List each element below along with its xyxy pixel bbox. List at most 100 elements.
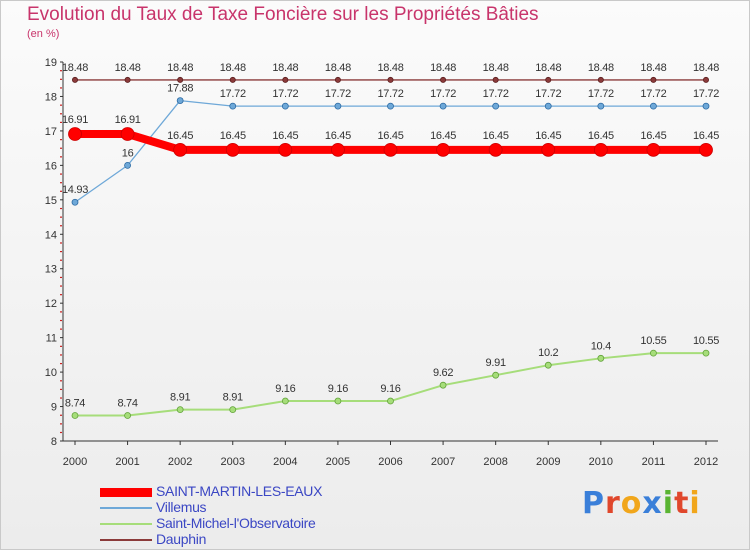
data-label: 14.93 (62, 184, 88, 196)
data-label: 9.16 (380, 383, 400, 395)
logo-letter: x (642, 486, 663, 521)
y-minor-tick (60, 431, 62, 434)
data-label: 16.91 (62, 114, 88, 126)
data-label: 17.72 (272, 88, 298, 100)
data-label: 18.48 (535, 62, 561, 74)
data-point (702, 349, 710, 357)
data-point (176, 406, 184, 414)
data-point (334, 76, 341, 83)
y-minor-tick (60, 251, 62, 253)
legend-swatch (100, 539, 152, 541)
data-point (229, 102, 237, 110)
legend-label: Saint-Michel-l'Observatoire (156, 515, 316, 531)
x-tick-label: 2001 (115, 456, 139, 468)
y-tick-label: 18 (45, 91, 57, 103)
y-minor-tick (60, 225, 62, 227)
series-points (68, 76, 713, 419)
data-point (176, 97, 184, 104)
data-point (334, 397, 342, 405)
data-point (229, 76, 236, 83)
data-point (593, 142, 608, 157)
y-minor-tick (60, 173, 62, 175)
chart-subtitle: (en %) (27, 28, 60, 40)
x-tick-label: 2000 (63, 456, 87, 468)
y-minor-tick (60, 121, 62, 123)
data-label: 16.45 (272, 130, 298, 142)
data-label: 16.45 (693, 130, 719, 142)
data-point (229, 406, 237, 414)
data-point (541, 142, 556, 157)
data-point (281, 102, 289, 110)
data-label: 18.48 (272, 62, 298, 74)
data-label: 16.45 (483, 130, 509, 142)
data-label: 18.48 (693, 62, 719, 74)
data-point (597, 102, 605, 110)
data-label: 16.45 (325, 130, 351, 142)
data-point (436, 142, 450, 157)
y-minor-tick (60, 345, 62, 347)
data-point (492, 371, 500, 379)
data-label: 18.48 (167, 62, 193, 74)
data-point (334, 102, 342, 110)
data-point (492, 76, 499, 83)
data-point (124, 76, 131, 83)
y-minor-tick (60, 423, 62, 425)
data-point (71, 412, 79, 419)
y-minor-tick (60, 70, 62, 72)
y-minor-tick (60, 354, 62, 356)
chart-title: Evolution du Taux de Taxe Foncière sur l… (27, 4, 539, 25)
data-label: 16.45 (430, 130, 456, 142)
data-point (225, 142, 240, 157)
logo-letter: i (662, 486, 675, 521)
data-label: 10.55 (640, 335, 666, 347)
data-label: 9.16 (328, 383, 348, 395)
data-point (120, 127, 135, 141)
x-tick-label: 2006 (378, 456, 402, 468)
logo-letter: t (674, 486, 690, 521)
data-label: 18.48 (325, 62, 351, 74)
data-label: 8.91 (223, 392, 243, 404)
data-label: 18.48 (62, 62, 88, 74)
x-tick-label: 2010 (589, 456, 613, 468)
data-label: 16.45 (640, 130, 666, 142)
data-point (68, 127, 82, 141)
y-minor-tick (60, 242, 62, 244)
y-tick-label: 16 (45, 160, 57, 172)
y-minor-tick (60, 78, 62, 80)
data-point (383, 142, 398, 157)
data-label: 17.72 (640, 88, 666, 100)
y-minor-tick (60, 104, 62, 106)
data-point (439, 381, 447, 389)
y-tick-label: 10 (45, 367, 57, 379)
data-label: 9.62 (433, 367, 453, 379)
y-tick-label: 8 (51, 436, 57, 448)
data-point (124, 161, 131, 169)
data-point (281, 397, 289, 405)
y-minor-tick (60, 216, 62, 218)
logo-letter: i (689, 486, 701, 521)
y-minor-tick (60, 259, 62, 261)
data-label: 16.45 (588, 130, 614, 142)
data-label: 18.48 (640, 62, 666, 74)
data-point (646, 142, 661, 157)
data-label: 17.72 (325, 88, 351, 100)
data-label: 18.48 (483, 62, 509, 74)
data-point (492, 102, 500, 110)
data-label: 16.45 (167, 130, 193, 142)
data-point (72, 76, 79, 83)
data-point (544, 361, 552, 369)
x-tick-label: 2004 (273, 456, 297, 468)
data-label: 16 (122, 147, 134, 159)
data-label: 18.48 (115, 62, 141, 74)
x-tick-label: 2005 (326, 456, 350, 468)
data-label: 16.45 (220, 130, 246, 142)
y-minor-tick (60, 147, 62, 149)
y-tick-label: 12 (45, 298, 57, 310)
legend-swatch (100, 507, 152, 509)
y-tick-label: 9 (51, 402, 57, 414)
y-minor-tick (60, 380, 62, 382)
data-point (331, 142, 345, 157)
data-point (173, 142, 188, 157)
